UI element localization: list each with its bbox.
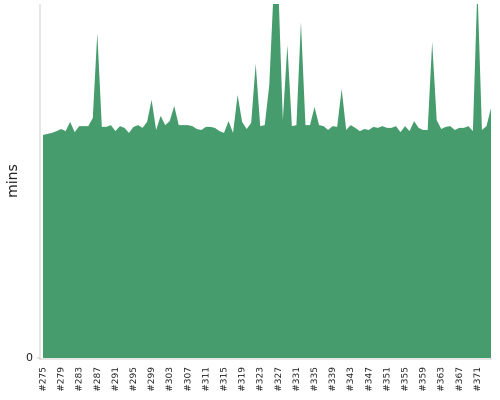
x-tick-label: #335 xyxy=(310,367,320,392)
x-tick-label: #295 xyxy=(129,367,139,392)
x-tick-label: #319 xyxy=(238,367,248,392)
x-tick-label: #355 xyxy=(401,367,411,392)
x-tick-label: #311 xyxy=(201,367,211,392)
x-tick-label: #303 xyxy=(165,367,175,392)
x-tick-label: #275 xyxy=(39,367,49,392)
x-tick-label: #327 xyxy=(274,367,284,392)
x-tick-label: #315 xyxy=(220,367,230,392)
x-tick-label: #359 xyxy=(419,367,429,392)
x-tick-label: #331 xyxy=(292,367,302,392)
x-tick-label: #343 xyxy=(346,367,356,392)
x-tick-label: #307 xyxy=(183,367,193,392)
x-tick-label: #287 xyxy=(93,367,103,392)
area xyxy=(43,4,491,358)
x-tick-label: #279 xyxy=(57,367,67,392)
x-tick-label: #363 xyxy=(437,367,447,392)
y-tick-label: 0 xyxy=(26,351,33,364)
x-tick-label: #339 xyxy=(328,367,338,392)
x-tick-label: #351 xyxy=(382,367,392,392)
x-tick-label: #299 xyxy=(147,367,157,392)
x-tick-label: #367 xyxy=(455,367,465,392)
x-tick-label: #347 xyxy=(364,367,374,392)
y-axis-label: mins xyxy=(5,164,21,198)
x-tick-label: #291 xyxy=(111,367,121,392)
x-tick-label: #283 xyxy=(75,367,85,392)
x-tick-label: #371 xyxy=(473,367,483,392)
x-tick-label: #323 xyxy=(256,367,266,392)
